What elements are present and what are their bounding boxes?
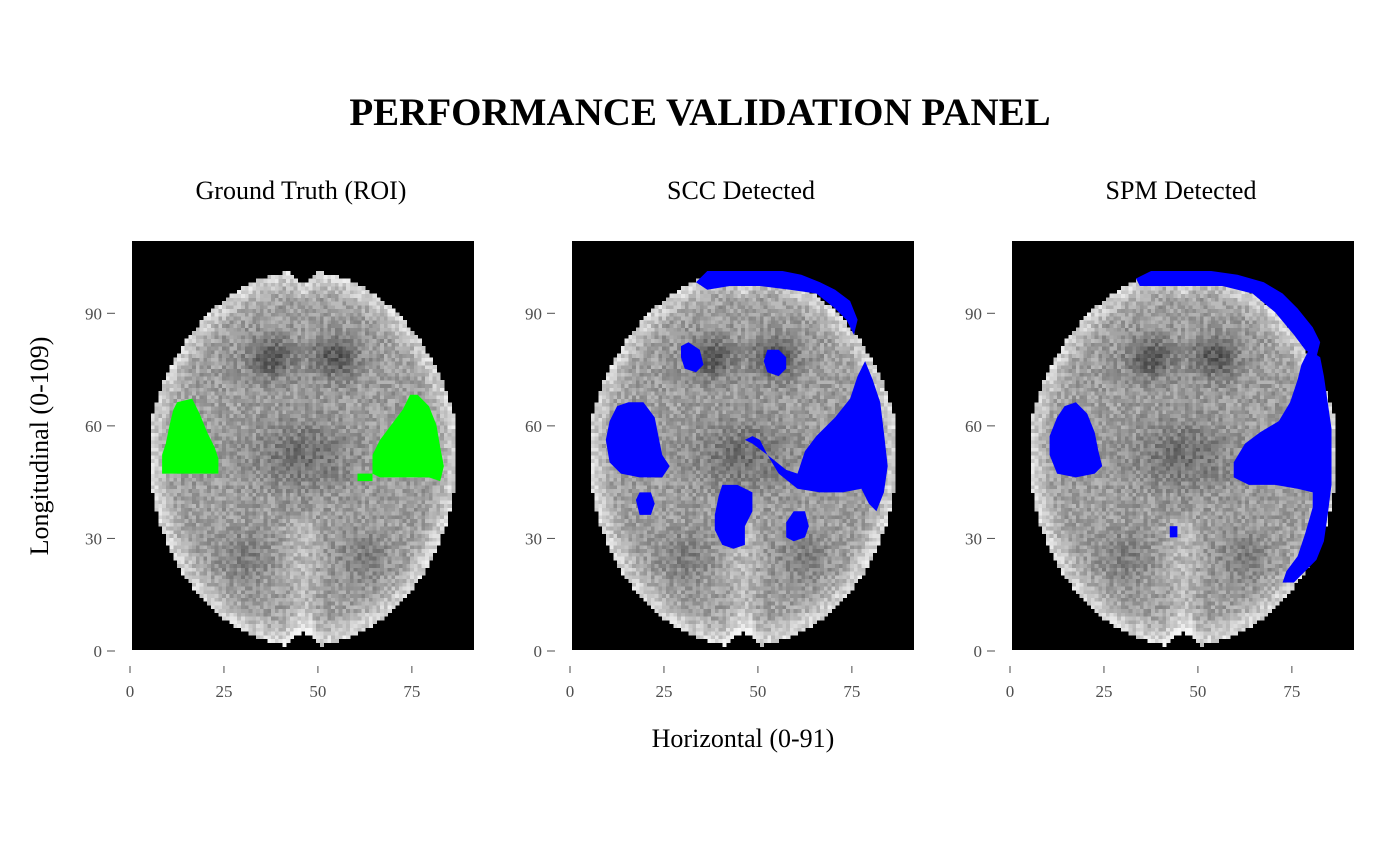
y-tick-label: 30: [85, 529, 102, 548]
x-tick-label: 0: [1006, 682, 1015, 701]
x-tick-label: 25: [215, 682, 232, 701]
x-tick-label: 75: [403, 682, 420, 701]
y-tick-label: 90: [85, 304, 102, 323]
y-tick-label: 60: [525, 417, 542, 436]
x-tick-label: 50: [749, 682, 766, 701]
x-tick-label: 50: [309, 682, 326, 701]
panel-2: SCC Detected 0 25 50 75 0 30 60 90: [525, 176, 914, 701]
panel-3: SPM Detected 0 25 50 75 0 30 60 90: [965, 176, 1354, 701]
y-tick-label: 60: [85, 417, 102, 436]
x-tick-label: 0: [126, 682, 135, 701]
chart-title: PERFORMANCE VALIDATION PANEL: [349, 91, 1050, 134]
overlay-region-center-small: [1170, 526, 1178, 537]
panel-title: SCC Detected: [667, 176, 815, 205]
y-tick-label: 0: [534, 642, 543, 661]
panel-1: Ground Truth (ROI) 0 25 50 75 0 30 60 90: [85, 176, 474, 701]
panel-title: Ground Truth (ROI): [196, 176, 407, 205]
panel-title: SPM Detected: [1106, 176, 1257, 205]
x-tick-label: 0: [566, 682, 575, 701]
y-tick-label: 90: [525, 304, 542, 323]
x-tick-label: 75: [1283, 682, 1300, 701]
y-tick-label: 90: [965, 304, 982, 323]
x-axis-label: Horizontal (0-91): [652, 724, 835, 753]
x-tick-label: 75: [843, 682, 860, 701]
y-tick-label: 0: [94, 642, 103, 661]
y-axis-label: Longitudinal (0-109): [25, 337, 54, 556]
y-tick-label: 0: [974, 642, 983, 661]
y-tick-label: 30: [525, 529, 542, 548]
x-tick-label: 25: [1095, 682, 1112, 701]
x-tick-label: 50: [1189, 682, 1206, 701]
overlay-region-right-fragment: [358, 474, 373, 482]
x-tick-label: 25: [655, 682, 672, 701]
y-tick-label: 60: [965, 417, 982, 436]
y-tick-label: 30: [965, 529, 982, 548]
